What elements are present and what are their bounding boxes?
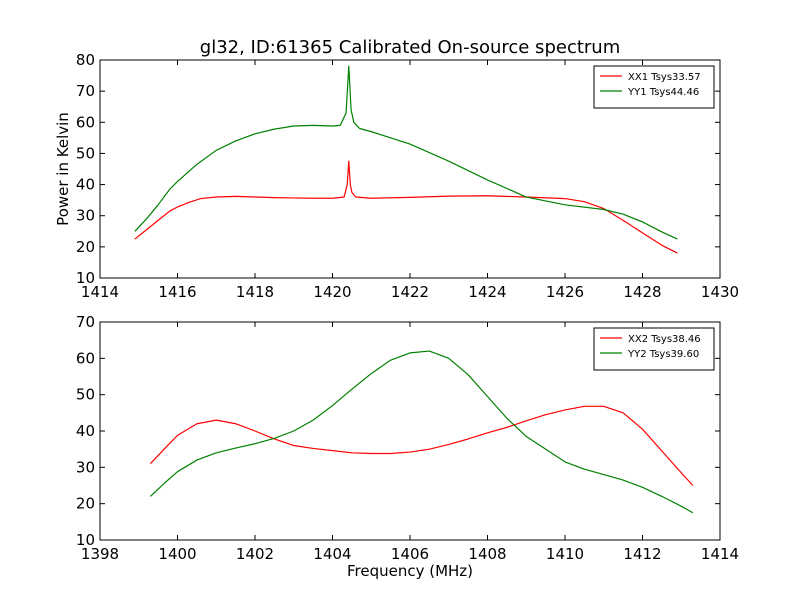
y-tick-label: 20 xyxy=(76,238,95,256)
y-tick-label: 30 xyxy=(76,207,95,225)
y-tick-label: 80 xyxy=(76,51,95,69)
y-tick-label: 70 xyxy=(76,82,95,100)
series-line-1-2 xyxy=(134,65,678,240)
legend-box-1 xyxy=(593,65,715,109)
x-tick-label: 1414 xyxy=(81,283,119,301)
plot-2: 1398 1400 1402 1404 1406 1408 1410 1412 1414 10 20… xyxy=(76,313,739,563)
y-tick-label: 10 xyxy=(76,269,95,287)
x-tick-label: 1422 xyxy=(391,283,429,301)
x-tick-label: 1400 xyxy=(158,545,196,563)
x-tick-label: 1402 xyxy=(236,545,274,563)
y-tick-label: 50 xyxy=(76,386,95,404)
x-tick-label: 1412 xyxy=(623,545,661,563)
y-tick-label: 50 xyxy=(76,144,95,162)
y-tick-label: 60 xyxy=(76,113,95,131)
x-tick-label: 1424 xyxy=(468,283,506,301)
x-tick-label: 1418 xyxy=(236,283,274,301)
y-axis-label: Power in Kelvin xyxy=(54,112,72,226)
figure-title: gl32, ID:61365 Calibrated On-source spec… xyxy=(200,37,620,58)
series-line-1-1 xyxy=(134,160,678,254)
y-tick-label: 20 xyxy=(76,495,95,513)
x-tick-label: 1398 xyxy=(81,545,119,563)
legend-label-1-2: YY1 Tsys44.46 xyxy=(627,87,699,98)
y-tick-label: 40 xyxy=(76,422,95,440)
y-tick-label: 30 xyxy=(76,458,95,476)
legend-label-2-1: XX2 Tsys38.46 xyxy=(628,334,701,345)
y-tick-label: 70 xyxy=(76,313,95,331)
series-line-2-1 xyxy=(149,405,694,486)
x-tick-label: 1428 xyxy=(623,283,661,301)
x-tick-label: 1406 xyxy=(391,545,429,563)
x-tick-label: 1404 xyxy=(313,545,351,563)
y-tick-label: 10 xyxy=(76,531,95,549)
x-tick-label: 1430 xyxy=(701,283,739,301)
plots: 1414 1416 1418 1420 1422 1424 1426 1428 1430 10 20… xyxy=(76,51,739,563)
x-tick-label: 1410 xyxy=(546,545,584,563)
x-tick-label: 1408 xyxy=(468,545,506,563)
legend-label-1-1: XX1 Tsys33.57 xyxy=(628,72,701,83)
x-tick-label: 1420 xyxy=(313,283,351,301)
x-tick-label: 1414 xyxy=(701,545,739,563)
x-axis-label: Frequency (MHz) xyxy=(347,562,473,580)
plot-1: 1414 1416 1418 1420 1422 1424 1426 1428 1430 10 20… xyxy=(76,51,739,301)
y-tick-label: 60 xyxy=(76,349,95,367)
x-tick-label: 1426 xyxy=(546,283,584,301)
series-line-2-2 xyxy=(149,350,694,514)
y-tick-label: 40 xyxy=(76,176,95,194)
legend-box-2 xyxy=(593,327,715,371)
legend-label-2-2: YY2 Tsys39.60 xyxy=(627,349,699,360)
x-tick-label: 1416 xyxy=(158,283,196,301)
